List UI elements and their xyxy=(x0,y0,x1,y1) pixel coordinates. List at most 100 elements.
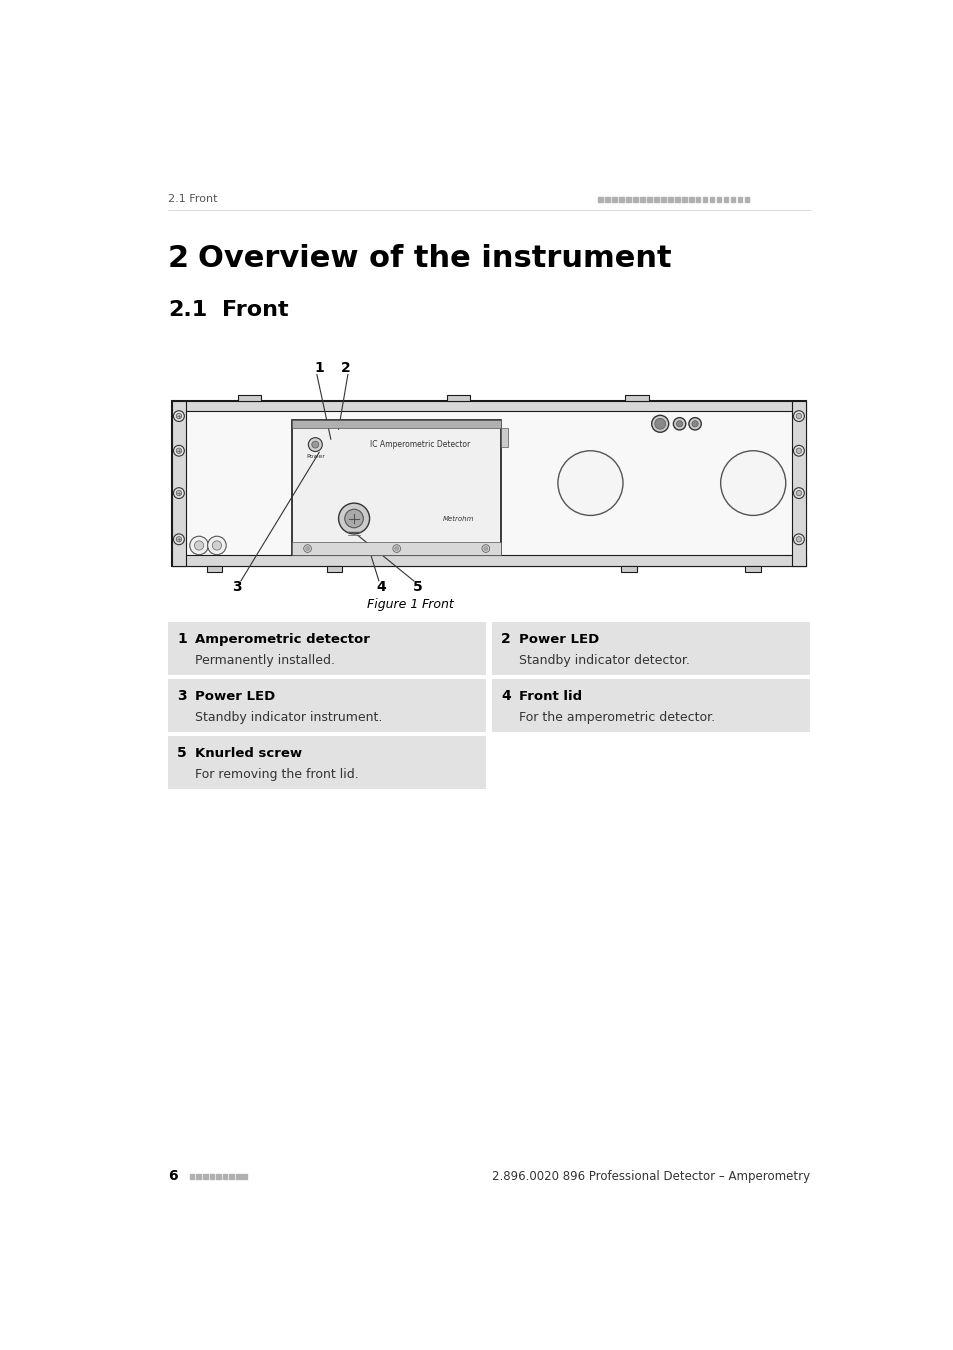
Circle shape xyxy=(190,536,208,555)
Bar xyxy=(492,679,809,732)
Bar xyxy=(791,401,805,566)
Text: For the amperometric detector.: For the amperometric detector. xyxy=(518,711,715,725)
Circle shape xyxy=(173,487,184,498)
Circle shape xyxy=(673,417,685,429)
Text: Power LED: Power LED xyxy=(195,690,275,703)
Bar xyxy=(292,420,500,555)
Bar xyxy=(203,1173,208,1179)
Bar xyxy=(730,197,735,202)
Circle shape xyxy=(308,437,322,451)
Bar xyxy=(709,197,714,202)
Bar xyxy=(492,622,809,675)
Bar xyxy=(210,1173,214,1179)
Text: Front lid: Front lid xyxy=(518,690,581,703)
Bar xyxy=(500,428,507,447)
Circle shape xyxy=(793,410,803,421)
Bar xyxy=(172,555,805,566)
Bar xyxy=(612,197,617,202)
Bar xyxy=(688,197,693,202)
Bar xyxy=(172,401,186,566)
Text: Power: Power xyxy=(306,454,324,459)
Bar xyxy=(292,420,500,428)
Text: 2: 2 xyxy=(500,632,511,647)
Circle shape xyxy=(212,541,221,549)
Circle shape xyxy=(176,413,181,418)
Circle shape xyxy=(173,446,184,456)
Circle shape xyxy=(793,533,803,544)
Circle shape xyxy=(654,418,665,429)
Bar xyxy=(667,197,672,202)
Bar xyxy=(716,197,720,202)
Text: Amperometric detector: Amperometric detector xyxy=(195,633,370,645)
Bar xyxy=(168,622,485,675)
Bar xyxy=(660,197,665,202)
Bar xyxy=(618,197,623,202)
Bar xyxy=(654,197,658,202)
Circle shape xyxy=(676,421,682,427)
Bar xyxy=(625,197,630,202)
Text: 3: 3 xyxy=(232,580,242,594)
Text: For removing the front lid.: For removing the front lid. xyxy=(195,768,358,782)
Text: Standby indicator detector.: Standby indicator detector. xyxy=(518,655,689,667)
Bar xyxy=(207,566,222,572)
Circle shape xyxy=(688,417,700,429)
Text: Metrohm: Metrohm xyxy=(442,516,474,521)
Bar xyxy=(216,1173,220,1179)
Bar xyxy=(292,543,500,555)
Text: Permanently installed.: Permanently installed. xyxy=(195,655,335,667)
Circle shape xyxy=(483,547,487,551)
Text: 2: 2 xyxy=(168,244,189,273)
Text: 5: 5 xyxy=(413,580,422,594)
Circle shape xyxy=(691,421,698,427)
Circle shape xyxy=(558,451,622,516)
Bar xyxy=(168,679,485,732)
Bar xyxy=(190,1173,194,1179)
Bar xyxy=(723,197,728,202)
Text: Front: Front xyxy=(421,598,454,612)
Bar xyxy=(737,197,741,202)
Text: 4: 4 xyxy=(375,580,386,594)
Bar xyxy=(222,1173,227,1179)
Bar xyxy=(172,401,805,412)
Circle shape xyxy=(344,509,363,528)
Circle shape xyxy=(793,487,803,498)
Bar xyxy=(674,197,679,202)
Bar xyxy=(327,566,342,572)
Bar xyxy=(744,197,748,202)
Text: Front: Front xyxy=(222,300,289,320)
Circle shape xyxy=(393,544,400,552)
Circle shape xyxy=(194,541,204,549)
Bar xyxy=(620,566,637,572)
Circle shape xyxy=(395,547,398,551)
Text: 2.896.0020 896 Professional Detector – Amperometry: 2.896.0020 896 Professional Detector – A… xyxy=(491,1169,809,1183)
Text: 6: 6 xyxy=(168,1169,177,1183)
Text: 1: 1 xyxy=(314,362,324,375)
Bar xyxy=(639,197,644,202)
Circle shape xyxy=(338,504,369,533)
Bar xyxy=(598,197,602,202)
Circle shape xyxy=(173,410,184,421)
Circle shape xyxy=(305,547,309,551)
Bar xyxy=(744,566,760,572)
Bar xyxy=(172,401,805,566)
Text: Overview of the instrument: Overview of the instrument xyxy=(197,244,671,273)
Circle shape xyxy=(796,448,801,454)
Bar xyxy=(604,197,609,202)
Text: 5: 5 xyxy=(177,747,187,760)
Circle shape xyxy=(303,544,311,552)
Bar xyxy=(237,394,261,401)
Circle shape xyxy=(176,448,181,454)
Text: Power LED: Power LED xyxy=(518,633,598,645)
Bar xyxy=(633,197,637,202)
Text: Standby indicator instrument.: Standby indicator instrument. xyxy=(195,711,382,725)
Circle shape xyxy=(651,416,668,432)
Circle shape xyxy=(208,536,226,555)
Text: Figure 1: Figure 1 xyxy=(367,598,418,612)
Text: 2.1: 2.1 xyxy=(168,300,207,320)
Bar xyxy=(624,394,648,401)
Bar xyxy=(695,197,700,202)
Circle shape xyxy=(720,451,785,516)
Circle shape xyxy=(796,413,801,418)
Circle shape xyxy=(176,536,181,541)
Bar xyxy=(168,736,485,788)
